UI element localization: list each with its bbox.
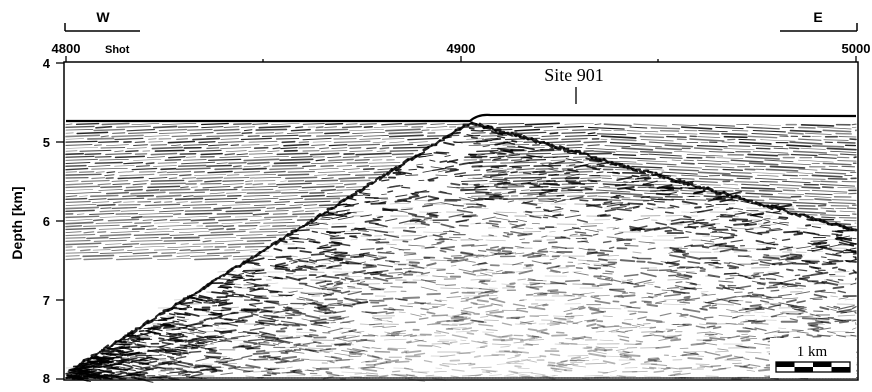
y-tick-label-5: 5 bbox=[43, 135, 50, 150]
y-tick-label-8: 8 bbox=[43, 371, 50, 386]
left-ticks bbox=[56, 63, 64, 379]
y-tick-label-6: 6 bbox=[43, 214, 50, 229]
x-tick-label-4800: 4800 bbox=[52, 41, 81, 56]
x-tick-label-5000: 5000 bbox=[842, 41, 871, 56]
scale-bar-label: 1 km bbox=[797, 344, 828, 360]
direction-west-label: W bbox=[96, 9, 110, 25]
y-tick-label-7: 7 bbox=[43, 293, 50, 308]
shot-label: Shot bbox=[105, 44, 130, 56]
top-ticks bbox=[66, 56, 856, 62]
y-tick-label-4: 4 bbox=[43, 56, 51, 71]
y-axis-label: Depth [km] bbox=[9, 186, 25, 259]
site-label: Site 901 bbox=[544, 65, 604, 85]
direction-east-label: E bbox=[813, 9, 822, 25]
x-tick-label-4900: 4900 bbox=[447, 41, 476, 56]
scale-bar bbox=[776, 362, 850, 372]
